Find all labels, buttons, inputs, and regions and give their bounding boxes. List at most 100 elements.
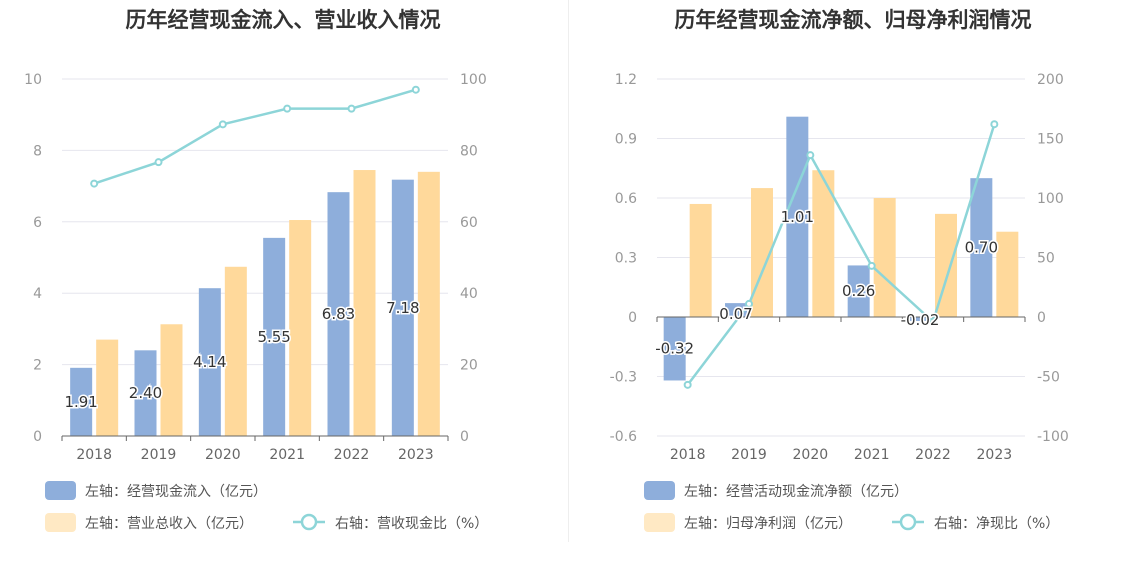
x-axis-tick-label: 2022 [334, 447, 370, 463]
y-axis-right-tick-label: 100 [460, 72, 487, 88]
bar-primary-2018 [663, 317, 686, 381]
y-axis-left-tick-label: 0.3 [615, 251, 637, 267]
bar-primary-2019 [134, 350, 157, 436]
x-axis-tick-label: 2021 [854, 447, 890, 463]
panel-divider [568, 0, 569, 542]
data-label: 0.70 [965, 239, 998, 257]
y-axis-left-tick-label: 10 [24, 72, 42, 88]
x-axis-tick-label: 2018 [76, 447, 112, 463]
legend-swatch-bar-primary [644, 481, 675, 500]
y-axis-right-tick-label: 50 [1037, 251, 1055, 267]
x-axis-tick-label: 2023 [398, 447, 434, 463]
y-axis-right-tick-label: 40 [460, 286, 478, 302]
y-axis-left-tick-label: -0.3 [610, 370, 637, 386]
x-axis-tick-label: 2019 [141, 447, 177, 463]
y-axis-right-tick-label: 60 [460, 215, 478, 231]
bar-primary-2020 [786, 116, 809, 317]
legend-label: 左轴：营业总收入（亿元） [85, 516, 253, 532]
y-axis-right-tick-label: 0 [460, 429, 469, 445]
bar-secondary-2018 [96, 339, 119, 436]
bar-primary-2022 [909, 317, 931, 321]
x-axis-tick-label: 2019 [731, 447, 767, 463]
line-series [93, 88, 417, 185]
y-axis-right-tick-label: 0 [1037, 310, 1046, 326]
bar-secondary-2020 [224, 266, 247, 436]
data-label: 4.14 [193, 353, 226, 371]
data-label: 1.91 [64, 393, 97, 411]
y-axis-left-tick-label: 4 [33, 286, 42, 302]
line-point-2022 [347, 104, 356, 113]
legend-label: 右轴：营收现金比（%） [335, 516, 488, 532]
chart-panel-left: 历年经营现金流入、营业收入情况 0 2 4 6 8 10 0 20 40 60 80 100 2018 2… [0, 0, 566, 582]
line-point-2023 [990, 120, 999, 129]
bar-secondary-2021 [289, 220, 312, 436]
y-axis-right-tick-label: -100 [1037, 429, 1069, 445]
chart-title: 历年经营现金流入、营业收入情况 [125, 8, 441, 32]
data-label: 0.26 [842, 282, 875, 300]
bar-primary-2022 [327, 192, 350, 436]
bar-primary-2023 [391, 179, 414, 436]
y-axis-right-tick-label: 20 [460, 358, 478, 374]
y-axis-left-tick-label: 0.9 [615, 132, 637, 148]
y-axis-right-tick-label: -50 [1037, 370, 1060, 386]
line-series [686, 123, 996, 386]
bar-secondary-2022 [935, 213, 957, 317]
legend-swatch-line-marker [899, 513, 917, 531]
data-label: 1.01 [781, 208, 814, 226]
legend-swatch-bar-primary [45, 481, 76, 500]
x-axis-tick-label: 2022 [915, 447, 951, 463]
legend-swatch-line-marker [300, 513, 318, 531]
line-point-2020 [218, 120, 227, 129]
legend-label: 右轴：净现比（%） [934, 516, 1059, 532]
line-point-2021 [867, 261, 876, 270]
legend-label: 左轴：经营活动现金流净额（亿元） [684, 484, 908, 500]
bar-secondary-2023 [417, 171, 440, 436]
bar-secondary-2021 [873, 198, 896, 317]
bar-secondary-2023 [996, 231, 1019, 317]
line-point-2021 [283, 104, 292, 113]
x-axis-tick-label: 2020 [793, 447, 829, 463]
line-point-2020 [806, 151, 815, 160]
x-axis-tick-label: 2021 [269, 447, 305, 463]
y-axis-left-tick-label: -0.6 [610, 429, 637, 445]
line-point-2019 [154, 158, 163, 167]
y-axis-right-tick-label: 80 [460, 143, 478, 159]
bar-secondary-2019 [160, 324, 183, 436]
chart-right-svg: -0.6 -0.3 0 0.3 0.6 0.9 1.2 -100 -50 0 50 100 150 200… [610, 72, 1069, 532]
line-point-2018 [90, 179, 99, 188]
legend-swatch-bar-secondary [45, 513, 76, 532]
line-point-2022 [929, 317, 937, 326]
bar-primary-2023 [970, 178, 993, 317]
legend-label: 左轴：归母净利润（亿元） [684, 515, 852, 532]
data-label: 6.83 [322, 305, 355, 323]
data-label: -0.02 [901, 311, 940, 329]
y-axis-left-tick-label: 0.6 [615, 191, 637, 207]
y-axis-left-tick-label: 8 [33, 143, 42, 159]
y-axis-left-tick-label: 2 [33, 358, 42, 374]
line-point-2019 [745, 299, 753, 308]
data-label: -0.32 [655, 340, 694, 358]
data-label: 0.07 [719, 305, 752, 323]
chart-panel-right: 历年经营现金流净额、归母净利润情况 -0.6 -0.3 0 0.3 0.6 0.9 1.2 -… [570, 0, 1134, 582]
bar-secondary-2022 [353, 170, 376, 436]
legend-label: 左轴：经营现金流入（亿元） [85, 484, 267, 500]
data-label: 5.55 [257, 328, 290, 346]
y-axis-left-tick-label: 0 [628, 310, 637, 326]
data-label: 7.18 [386, 299, 419, 317]
line-point-2023 [411, 85, 420, 94]
legend-swatch-bar-secondary [644, 513, 675, 532]
bar-primary-2018 [70, 367, 93, 436]
chart-title: 历年经营现金流净额、归母净利润情况 [674, 8, 1032, 32]
y-axis-left-tick-label: 0 [33, 429, 42, 445]
y-axis-right-tick-label: 200 [1037, 72, 1064, 88]
data-label: 2.40 [129, 384, 162, 402]
bar-primary-2020 [198, 288, 221, 436]
bar-primary-2021 [263, 237, 286, 436]
bar-secondary-2018 [689, 203, 712, 317]
bar-secondary-2020 [812, 170, 835, 317]
x-axis-tick-label: 2018 [670, 447, 706, 463]
y-axis-right-tick-label: 150 [1037, 132, 1064, 148]
x-axis-tick-label: 2023 [977, 447, 1013, 463]
y-axis-left-tick-label: 1.2 [615, 72, 637, 88]
